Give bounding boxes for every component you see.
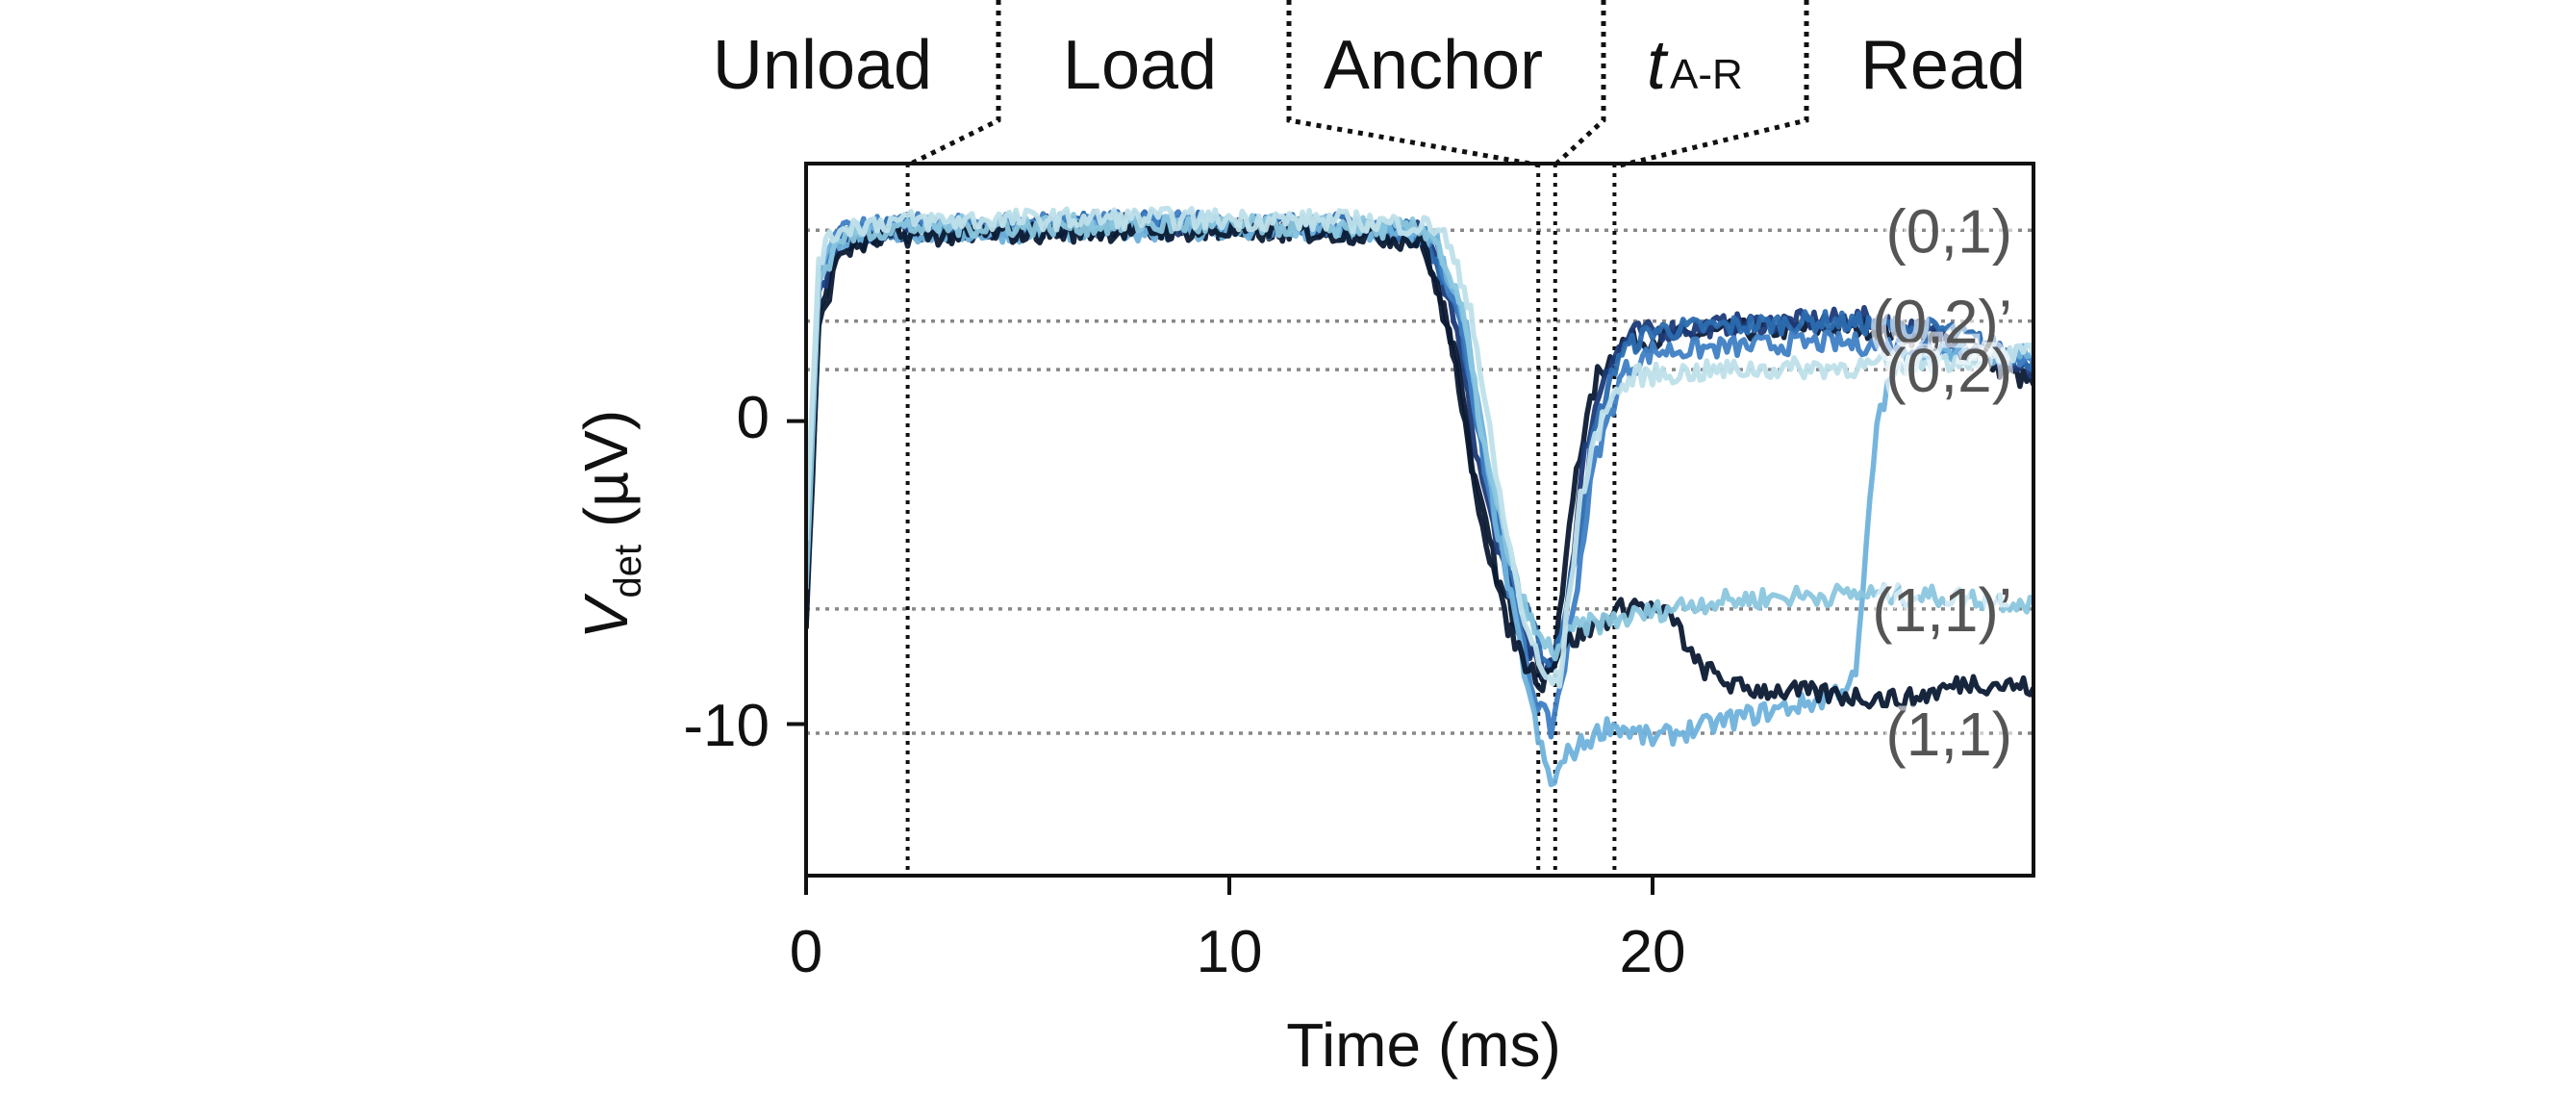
phase-boundary-lines <box>905 164 1617 876</box>
phase-label-tar-sub: A-R <box>1670 51 1743 98</box>
series-line-7 <box>806 211 2033 662</box>
phase-label-tar-main: t <box>1647 27 1669 104</box>
data-series <box>806 205 2033 788</box>
divider-load-anchor <box>1286 0 1542 168</box>
y-axis-title-main: V <box>571 593 641 639</box>
ytick-label-0: 0 <box>737 385 770 451</box>
phase-label-unload: Unload <box>713 27 932 104</box>
level-label-3: (1,1)’ <box>1872 575 2012 645</box>
phase-label-tar: tA-R <box>1647 27 1743 104</box>
y-axis-title-unit: (µV) <box>571 410 641 545</box>
series-line-1 <box>806 215 2033 683</box>
y-axis-title-sub: det <box>607 545 649 598</box>
xtick-label-10: 10 <box>1197 919 1263 985</box>
level-label-2: (0,2) <box>1885 336 2012 405</box>
level-label-0: (0,1) <box>1885 196 2012 266</box>
level-label-1: (0,2)’ <box>1872 288 2012 357</box>
phase-label-read: Read <box>1860 27 2026 104</box>
series-line-4 <box>806 208 2033 740</box>
ytick-label-minus10: -10 <box>683 693 770 759</box>
axis-ticks <box>787 419 1654 895</box>
reference-levels <box>806 228 2033 735</box>
divider-anchor-tar <box>1553 0 1606 167</box>
phase-dividers <box>905 0 1809 168</box>
series-line-6 <box>806 217 2033 713</box>
y-axis-title: Vdet (µV) <box>571 410 649 639</box>
series-line-8 <box>806 205 2033 689</box>
phase-label-anchor: Anchor <box>1324 27 1543 104</box>
series-line-3 <box>806 209 2033 672</box>
plot-frame <box>804 162 2035 878</box>
divider-tar-read <box>1619 0 1809 168</box>
level-labels: (0,1) (0,2)’(0,2) (1,1)’ (1,1) <box>1867 191 2017 774</box>
xtick-label-0: 0 <box>790 919 822 985</box>
divider-unload-load <box>905 0 1001 168</box>
xtick-label-20: 20 <box>1620 919 1686 985</box>
x-axis-title: Time (ms) <box>1286 1010 1561 1080</box>
level-label-4: (1,1) <box>1885 700 2012 769</box>
phase-label-load: Load <box>1063 27 1217 104</box>
